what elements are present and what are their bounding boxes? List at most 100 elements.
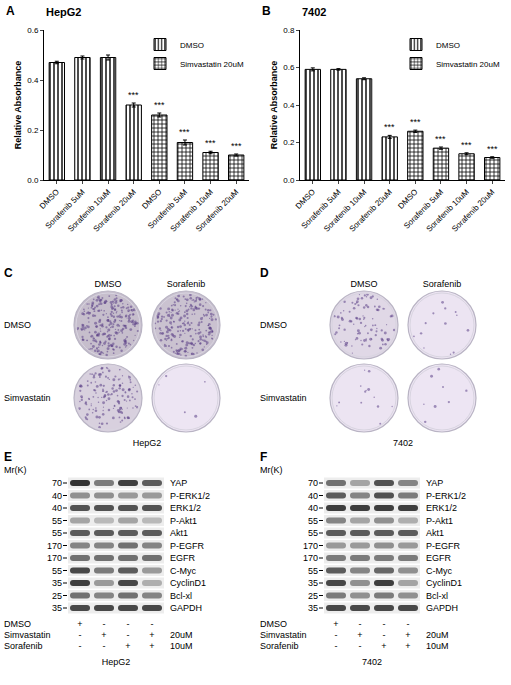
svg-text:Bcl-xl: Bcl-xl — [426, 591, 448, 601]
svg-text:25: 25 — [52, 591, 62, 601]
svg-text:7402: 7402 — [362, 657, 382, 667]
svg-text:P-Akt1: P-Akt1 — [426, 516, 453, 526]
svg-text:EGFR: EGFR — [170, 553, 196, 563]
svg-text:DMSO: DMSO — [140, 187, 163, 210]
svg-text:DMSO: DMSO — [436, 41, 460, 50]
svg-text:***: *** — [384, 122, 395, 132]
svg-text:10uM: 10uM — [426, 641, 449, 651]
svg-text:20uM: 20uM — [426, 630, 449, 640]
svg-text:0.2: 0.2 — [283, 138, 295, 147]
svg-text:P-ERK1/2: P-ERK1/2 — [170, 491, 210, 501]
svg-text:HepG2: HepG2 — [102, 657, 131, 667]
svg-text:YAP: YAP — [426, 478, 443, 488]
svg-text:-: - — [103, 619, 106, 629]
svg-text:Mr(K): Mr(K) — [260, 465, 283, 475]
svg-text:0.6: 0.6 — [27, 26, 39, 35]
svg-text:Sorafenib 20uM: Sorafenib 20uM — [348, 187, 395, 234]
svg-text:Sorafenib 10uM: Sorafenib 10uM — [168, 187, 215, 234]
svg-text:F: F — [260, 450, 267, 464]
svg-text:Sorafenib 5uM: Sorafenib 5uM — [146, 187, 189, 230]
svg-text:Sorafenib 20uM: Sorafenib 20uM — [92, 187, 139, 234]
svg-text:+: + — [101, 630, 106, 640]
svg-text:55: 55 — [308, 566, 318, 576]
svg-text:***: *** — [435, 134, 446, 144]
svg-text:40: 40 — [52, 503, 62, 513]
svg-text:***: *** — [179, 127, 190, 137]
svg-text:+: + — [381, 641, 386, 651]
svg-text:Sorafenib 5uM: Sorafenib 5uM — [402, 187, 445, 230]
svg-text:0.6: 0.6 — [283, 63, 295, 72]
svg-text:***: *** — [461, 140, 472, 150]
svg-text:+: + — [405, 641, 410, 651]
svg-text:DMSO: DMSO — [180, 41, 204, 50]
svg-text:35: 35 — [52, 578, 62, 588]
svg-text:CyclinD1: CyclinD1 — [426, 578, 462, 588]
svg-text:Simvastatin 20uM: Simvastatin 20uM — [436, 60, 500, 69]
svg-text:***: *** — [154, 100, 165, 110]
svg-text:-: - — [127, 630, 130, 640]
svg-text:Sorafenib: Sorafenib — [260, 641, 299, 651]
svg-text:DMSO: DMSO — [260, 320, 287, 330]
svg-text:DMSO: DMSO — [351, 279, 378, 289]
svg-text:Sorafenib: Sorafenib — [423, 279, 462, 289]
svg-text:-: - — [79, 641, 82, 651]
svg-text:-: - — [335, 630, 338, 640]
svg-text:Sorafenib 20uM: Sorafenib 20uM — [194, 187, 241, 234]
svg-text:***: *** — [410, 117, 421, 127]
svg-text:EGFR: EGFR — [426, 553, 452, 563]
svg-text:7402: 7402 — [302, 6, 326, 18]
svg-text:0.8: 0.8 — [283, 26, 295, 35]
svg-text:+: + — [77, 619, 82, 629]
svg-text:Sorafenib 10uM: Sorafenib 10uM — [66, 187, 113, 234]
svg-text:-: - — [127, 619, 130, 629]
svg-text:***: *** — [128, 90, 139, 100]
svg-text:0.0: 0.0 — [27, 176, 39, 185]
svg-text:DMSO: DMSO — [260, 619, 287, 629]
svg-text:170: 170 — [303, 553, 318, 563]
svg-text:C-Myc: C-Myc — [170, 566, 196, 576]
svg-text:55: 55 — [52, 566, 62, 576]
svg-text:170: 170 — [47, 541, 62, 551]
svg-text:35: 35 — [308, 603, 318, 613]
svg-text:Sorafenib: Sorafenib — [167, 279, 206, 289]
svg-text:55: 55 — [308, 528, 318, 538]
svg-text:170: 170 — [303, 541, 318, 551]
svg-text:YAP: YAP — [170, 478, 187, 488]
svg-text:40: 40 — [308, 503, 318, 513]
svg-text:GAPDH: GAPDH — [170, 603, 202, 613]
svg-text:-: - — [151, 619, 154, 629]
svg-text:Simvastatin: Simvastatin — [260, 630, 307, 640]
svg-text:CyclinD1: CyclinD1 — [170, 578, 206, 588]
svg-text:E: E — [4, 450, 12, 464]
svg-text:+: + — [333, 619, 338, 629]
svg-text:ERK1/2: ERK1/2 — [170, 503, 201, 513]
svg-text:55: 55 — [308, 516, 318, 526]
svg-text:0.4: 0.4 — [27, 76, 39, 85]
svg-text:Simvastatin: Simvastatin — [4, 630, 51, 640]
svg-text:Mr(K): Mr(K) — [4, 465, 27, 475]
svg-text:DMSO: DMSO — [294, 187, 317, 210]
svg-text:Sorafenib: Sorafenib — [4, 641, 43, 651]
svg-text:Simvastatin: Simvastatin — [4, 393, 51, 403]
svg-text:-: - — [359, 641, 362, 651]
svg-text:-: - — [407, 619, 410, 629]
svg-text:-: - — [383, 630, 386, 640]
svg-text:B: B — [262, 4, 271, 18]
svg-text:0.0: 0.0 — [283, 176, 295, 185]
svg-text:+: + — [125, 641, 130, 651]
svg-text:P-EGFR: P-EGFR — [426, 541, 461, 551]
svg-text:Bcl-xl: Bcl-xl — [170, 591, 192, 601]
svg-text:HepG2: HepG2 — [46, 6, 81, 18]
svg-text:+: + — [149, 641, 154, 651]
svg-text:P-Akt1: P-Akt1 — [170, 516, 197, 526]
svg-text:25: 25 — [308, 591, 318, 601]
svg-text:HepG2: HepG2 — [133, 438, 162, 448]
svg-text:55: 55 — [52, 528, 62, 538]
svg-text:10uM: 10uM — [170, 641, 193, 651]
svg-text:Sorafenib 10uM: Sorafenib 10uM — [424, 187, 471, 234]
svg-text:DMSO: DMSO — [4, 320, 31, 330]
svg-text:P-EGFR: P-EGFR — [170, 541, 205, 551]
svg-text:DMSO: DMSO — [396, 187, 419, 210]
svg-text:DMSO: DMSO — [95, 279, 122, 289]
svg-text:+: + — [149, 630, 154, 640]
